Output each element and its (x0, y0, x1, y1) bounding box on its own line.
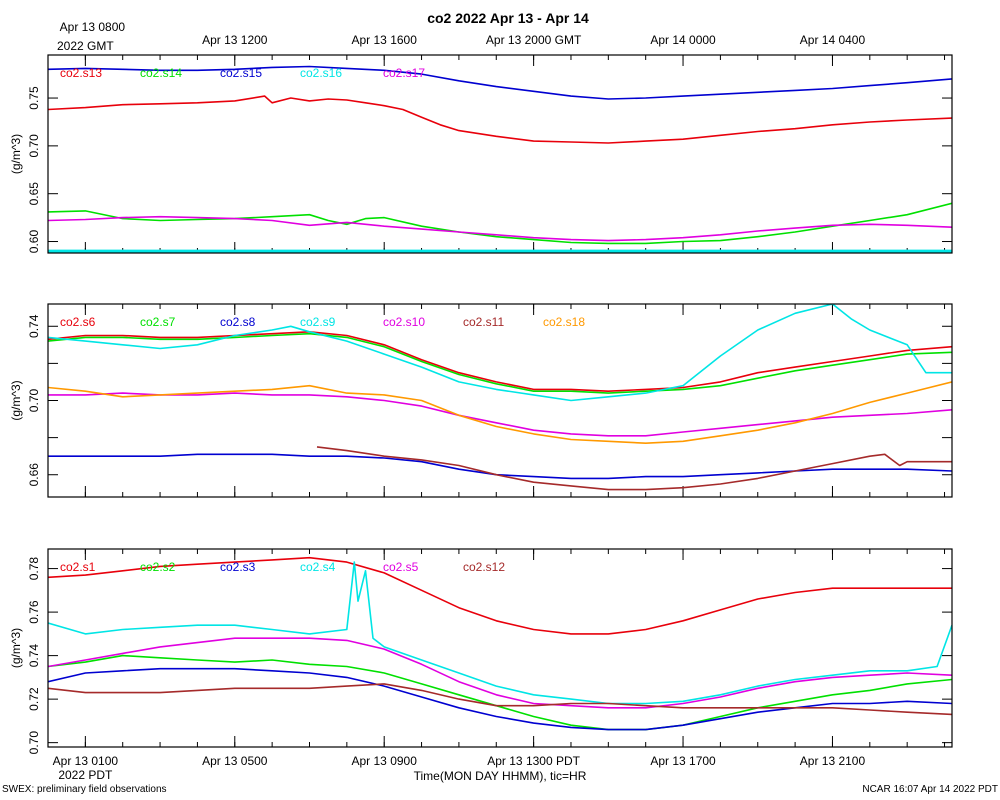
footer-right-note: NCAR 16:07 Apr 14 2022 PDT (862, 784, 998, 795)
series-line-co2-s13 (48, 95, 952, 144)
legend-entry-co2-s12: co2.s12 (463, 560, 505, 574)
series-line-co2-s12 (48, 683, 952, 716)
legend-entry-co2-s14: co2.s14 (140, 66, 182, 80)
y-tick-label: 0.74 (27, 644, 41, 668)
y-axis-label: (g/m^3) (9, 134, 23, 174)
panel-lines (48, 304, 952, 491)
legend-entry-co2-s9: co2.s9 (300, 315, 336, 329)
legend-entry-co2-s11: co2.s11 (463, 315, 504, 329)
series-line-co2-s15 (48, 65, 952, 100)
legend-entry-co2-s8: co2.s8 (220, 315, 256, 329)
chart-title: co2 2022 Apr 13 - Apr 14 (427, 10, 589, 26)
legend-entry-co2-s18: co2.s18 (543, 315, 585, 329)
panel-3: 0.70 0.72 0.74 0.76 0.78 (g/m^3) co2.s1 co2.s2 c… (9, 548, 953, 755)
legend-entry-co2-s3: co2.s3 (220, 560, 256, 574)
y-tick-label: 0.70 (27, 388, 41, 412)
y-tick-label: 0.74 (27, 314, 41, 338)
series-line-co2-s17 (48, 215, 952, 242)
panel-frame (47, 54, 953, 254)
y-tick-label: 0.60 (27, 230, 41, 254)
top-axis-tick-label: Apr 14 0000 (650, 33, 716, 47)
bottom-axis-tick-label: Apr 13 1700 (650, 754, 716, 768)
legend-entry-co2-s5: co2.s5 (383, 560, 419, 574)
panel-lines (48, 65, 952, 253)
series-line-co2-s10 (48, 392, 952, 437)
legend-entry-co2-s2: co2.s2 (140, 560, 176, 574)
y-tick-label: 0.76 (27, 600, 41, 624)
legend-entry-co2-s6: co2.s6 (60, 315, 96, 329)
y-tick-label: 0.70 (27, 731, 41, 755)
panel-frame (47, 303, 953, 498)
bottom-axis-first-sub-label: 2022 PDT (58, 768, 113, 782)
legend-entry-co2-s15: co2.s15 (220, 66, 262, 80)
x-axis-label: Time(MON DAY HHMM), tic=HR (414, 769, 587, 783)
top-axis-tick-label: Apr 13 1600 (352, 33, 418, 47)
y-tick-label: 0.78 (27, 557, 41, 581)
panels-group: 0.60 0.65 0.70 0.75 (g/m^3) co2.s13 co2.s14 co2… (9, 20, 953, 782)
top-axis-tick-label: Apr 13 2000 GMT (486, 33, 582, 47)
series-line-co2-s14 (48, 202, 952, 245)
y-tick-label: 0.72 (27, 687, 41, 711)
y-axis-label: (g/m^3) (9, 628, 23, 668)
series-line-co2-s4 (48, 561, 952, 705)
legend-entry-co2-s16: co2.s16 (300, 66, 342, 80)
y-tick-label: 0.66 (27, 463, 41, 487)
legend-entry-co2-s7: co2.s7 (140, 315, 176, 329)
bottom-axis-tick-label: Apr 13 0500 (202, 754, 268, 768)
series-line-co2-s2 (48, 654, 952, 731)
top-axis-first-tick-label: Apr 13 0800 (60, 20, 126, 34)
series-line-co2-s7 (48, 332, 952, 394)
y-axis-label: (g/m^3) (9, 380, 23, 420)
panel-2: 0.66 0.70 0.74 (g/m^3) co2.s6 co2.s7 co2.s8 co2… (9, 303, 953, 498)
bottom-axis-tick-label: Apr 13 0100 (53, 754, 119, 768)
series-line-co2-s11 (316, 446, 952, 491)
top-axis-first-sub-label: 2022 GMT (57, 39, 114, 53)
y-tick-label: 0.75 (27, 86, 41, 110)
series-line-co2-s18 (48, 381, 952, 445)
panel-1: 0.60 0.65 0.70 0.75 (g/m^3) co2.s13 co2.s14 co2… (9, 54, 953, 254)
panel-frame (47, 548, 953, 748)
series-line-co2-s5 (48, 637, 952, 709)
bottom-axis-tick-label: Apr 13 1300 PDT (487, 754, 580, 768)
y-tick-label: 0.70 (27, 134, 41, 158)
bottom-axis-tick-label: Apr 13 2100 (800, 754, 866, 768)
y-tick-label: 0.65 (27, 182, 41, 206)
legend-entry-co2-s17: co2.s17 (383, 66, 425, 80)
series-line-co2-s9 (48, 304, 952, 402)
legend-entry-co2-s1: co2.s1 (60, 560, 96, 574)
panel-lines (48, 556, 952, 731)
series-line-co2-s6 (48, 330, 952, 393)
bottom-axis-tick-label: Apr 13 0900 (352, 754, 418, 768)
top-axis-tick-label: Apr 14 0400 (800, 33, 866, 47)
footer-left-note: SWEX: preliminary field observations (2, 784, 167, 795)
legend-entry-co2-s10: co2.s10 (383, 315, 425, 329)
series-line-co2-s1 (48, 556, 952, 635)
legend-entry-co2-s13: co2.s13 (60, 66, 102, 80)
top-axis-tick-label: Apr 13 1200 (202, 33, 268, 47)
legend-entry-co2-s4: co2.s4 (300, 560, 336, 574)
